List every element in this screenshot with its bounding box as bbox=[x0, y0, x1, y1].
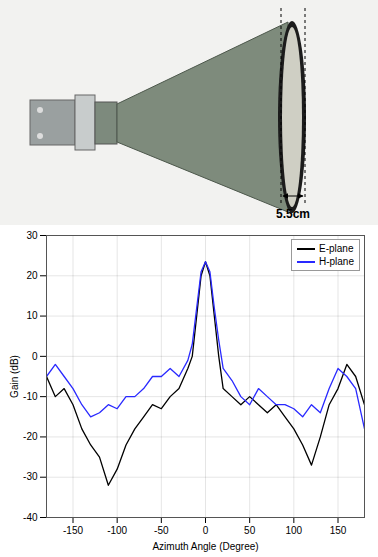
svg-text:-10: -10 bbox=[23, 391, 38, 402]
html-text:E-plane: E-plane bbox=[319, 243, 354, 254]
svg-text:20: 20 bbox=[26, 270, 38, 281]
html-text:H-plane: H-plane bbox=[319, 256, 354, 267]
svg-text:-50: -50 bbox=[154, 525, 169, 536]
svg-text:-20: -20 bbox=[23, 431, 38, 442]
svg-text:100: 100 bbox=[285, 525, 302, 536]
svg-text:-150: -150 bbox=[63, 525, 83, 536]
svg-text:50: 50 bbox=[244, 525, 256, 536]
svg-text:0: 0 bbox=[32, 351, 38, 362]
svg-text:10: 10 bbox=[26, 310, 38, 321]
svg-text:-40: -40 bbox=[23, 512, 38, 523]
svg-text:Azimuth Angle (Degree): Azimuth Angle (Degree) bbox=[152, 541, 258, 552]
svg-text:0: 0 bbox=[203, 525, 209, 536]
svg-text:-30: -30 bbox=[23, 471, 38, 482]
svg-text:Gain (dB): Gain (dB) bbox=[9, 355, 20, 398]
svg-text:30: 30 bbox=[26, 230, 38, 241]
svg-text:5.5cm: 5.5cm bbox=[276, 207, 310, 221]
svg-text:-100: -100 bbox=[107, 525, 127, 536]
svg-text:150: 150 bbox=[330, 525, 347, 536]
